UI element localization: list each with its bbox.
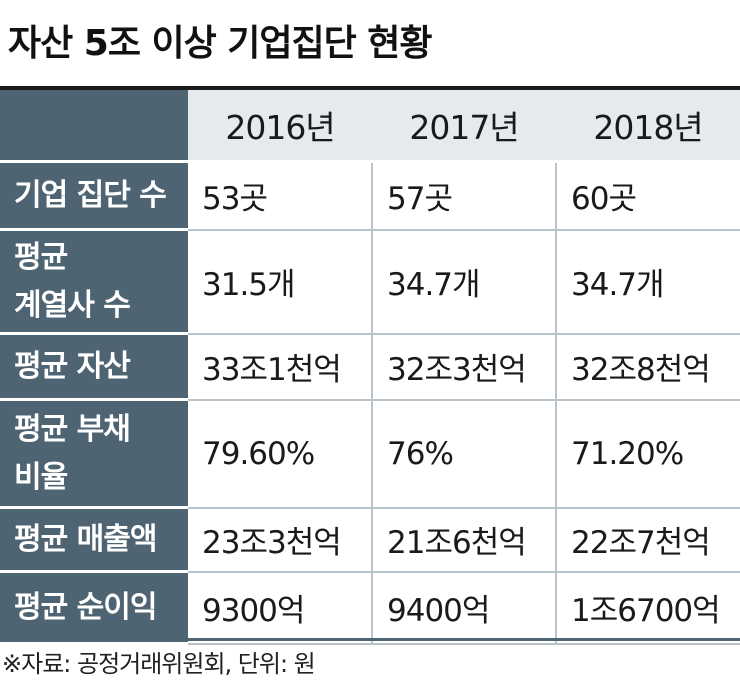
data-table: 2016년 2017년 2018년 기업 집단 수 53곳 57곳 60곳 평균… [0, 90, 740, 645]
table-row: 평균 계열사 수 31.5개 34.7개 34.7개 [0, 229, 740, 335]
row-label: 평균 계열사 수 [0, 229, 188, 335]
row-label: 평균 매출액 [0, 507, 188, 573]
page-title: 자산 5조 이상 기업집단 현황 [8, 23, 433, 64]
table-cell: 9300억 [188, 571, 372, 645]
table-cell: 33조1천억 [188, 333, 372, 401]
table-cell: 32조8천억 [555, 333, 740, 401]
table-cell: 22조7천억 [555, 507, 740, 573]
table-cell: 21조6천억 [371, 507, 556, 573]
header-row: 2016년 2017년 2018년 [0, 90, 740, 163]
source-note: ※자료: 공정거래위원회, 단위: 원 [2, 650, 316, 678]
row-label: 평균 자산 [0, 333, 188, 401]
header-year-2017: 2017년 [372, 90, 556, 163]
table-cell: 31.5개 [188, 229, 372, 335]
table-cell: 32조3천억 [371, 333, 556, 401]
table-row: 평균 자산 33조1천억 32조3천억 32조8천억 [0, 333, 740, 401]
row-label: 기업 집단 수 [0, 161, 188, 231]
row-label: 평균 부채 비율 [0, 399, 188, 509]
table-cell: 57곳 [371, 161, 556, 231]
header-corner [0, 90, 188, 163]
bottom-rule [0, 638, 740, 641]
table-cell: 76% [371, 399, 556, 509]
table-cell: 71.20% [555, 399, 740, 509]
table-cell: 23조3천억 [188, 507, 372, 573]
table-cell: 79.60% [188, 399, 372, 509]
row-label: 평균 순이익 [0, 571, 188, 645]
header-year-2016: 2016년 [188, 90, 372, 163]
table-cell: 34.7개 [555, 229, 740, 335]
table-row: 평균 부채 비율 79.60% 76% 71.20% [0, 399, 740, 509]
top-rule [0, 86, 740, 90]
table-row: 평균 매출액 23조3천억 21조6천억 22조7천억 [0, 507, 740, 573]
table-cell: 60곳 [555, 161, 740, 231]
header-year-2018: 2018년 [556, 90, 740, 163]
table-row: 평균 순이익 9300억 9400억 1조6700억 [0, 571, 740, 645]
table-cell: 9400억 [371, 571, 556, 645]
table-cell: 34.7개 [371, 229, 556, 335]
table-row: 기업 집단 수 53곳 57곳 60곳 [0, 161, 740, 231]
table-cell: 53곳 [188, 161, 372, 231]
table-cell: 1조6700억 [555, 571, 740, 645]
